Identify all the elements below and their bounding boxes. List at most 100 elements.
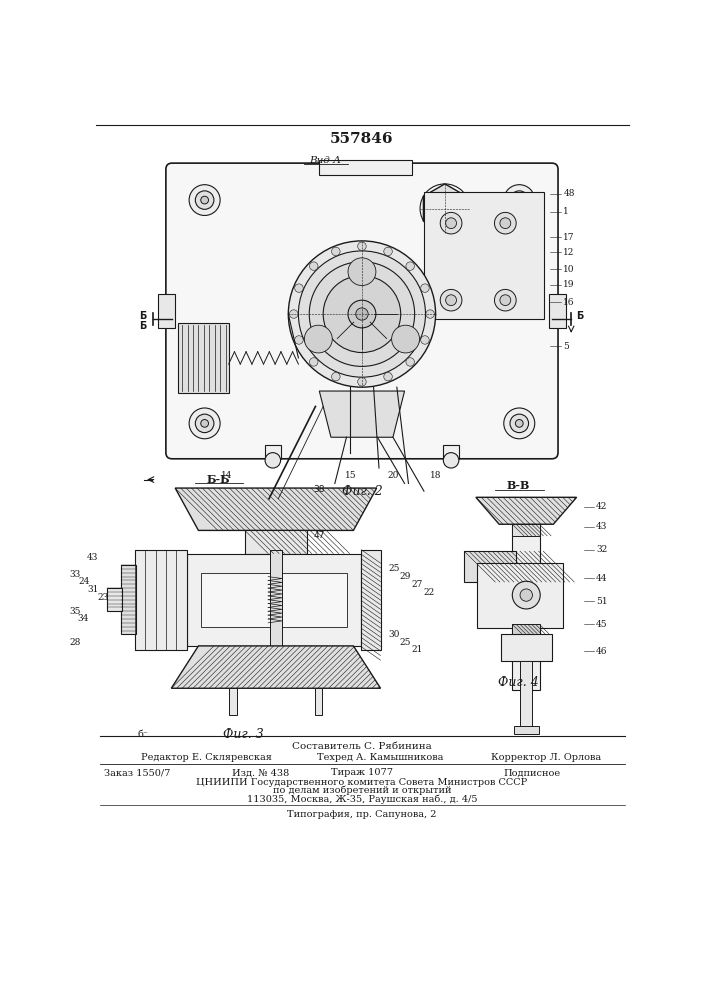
Text: 24: 24: [78, 578, 90, 586]
Text: Корректор Л. Орлова: Корректор Л. Орлова: [491, 753, 602, 762]
Text: 10: 10: [563, 265, 575, 274]
Polygon shape: [423, 184, 467, 233]
Circle shape: [504, 185, 534, 215]
Bar: [520, 661, 532, 734]
Bar: [187, 554, 361, 646]
Bar: [513, 624, 540, 634]
Circle shape: [348, 258, 376, 286]
Circle shape: [201, 196, 209, 204]
Text: по делам изобретений и открытий: по делам изобретений и открытий: [273, 786, 451, 795]
Text: Вид А: Вид А: [309, 156, 341, 165]
Text: 18: 18: [430, 471, 441, 480]
Text: 20: 20: [387, 471, 399, 480]
Circle shape: [494, 212, 516, 234]
Text: Составитель С. Рябинина: Составитель С. Рябинина: [292, 742, 432, 751]
Text: 28: 28: [69, 638, 81, 647]
Bar: [501, 634, 552, 661]
Circle shape: [295, 336, 303, 344]
Text: 557846: 557846: [330, 132, 394, 146]
Circle shape: [443, 453, 459, 468]
Circle shape: [431, 195, 459, 222]
Bar: [270, 550, 282, 654]
Circle shape: [426, 310, 434, 318]
Circle shape: [406, 358, 414, 366]
Circle shape: [305, 325, 332, 353]
Bar: [315, 688, 322, 715]
Circle shape: [500, 218, 510, 229]
Circle shape: [295, 284, 303, 292]
Bar: [549, 294, 566, 328]
Circle shape: [310, 358, 318, 366]
Circle shape: [358, 378, 366, 386]
Text: ЦНИИПИ Государственного комитета Совета Министров СССР: ЦНИИПИ Государственного комитета Совета …: [197, 778, 527, 787]
Text: 47: 47: [313, 531, 325, 540]
Circle shape: [421, 336, 429, 344]
Circle shape: [510, 191, 529, 209]
Bar: [158, 294, 175, 328]
Circle shape: [265, 453, 281, 468]
Bar: [513, 524, 540, 536]
Circle shape: [500, 295, 510, 306]
Circle shape: [356, 308, 368, 320]
Circle shape: [289, 310, 298, 318]
Bar: [230, 688, 237, 715]
Circle shape: [358, 242, 366, 251]
Circle shape: [445, 218, 457, 229]
Text: Подписное: Подписное: [503, 768, 560, 777]
Bar: [245, 530, 307, 554]
Text: 21: 21: [411, 645, 423, 654]
Text: 48: 48: [563, 189, 575, 198]
Text: Б-Б: Б-Б: [206, 474, 230, 485]
Circle shape: [520, 589, 532, 601]
Circle shape: [421, 284, 429, 292]
Circle shape: [195, 191, 214, 209]
Circle shape: [201, 420, 209, 427]
Text: Заказ 1550/7: Заказ 1550/7: [104, 768, 170, 777]
Circle shape: [288, 241, 436, 387]
Text: 16: 16: [563, 298, 575, 307]
Bar: [514, 726, 539, 734]
Circle shape: [440, 212, 462, 234]
Text: 45: 45: [596, 620, 607, 629]
Text: 38: 38: [313, 485, 325, 494]
Circle shape: [406, 262, 414, 270]
Text: 5: 5: [563, 342, 569, 351]
Circle shape: [310, 262, 318, 270]
Text: 35: 35: [69, 607, 81, 616]
Text: Б: Б: [139, 311, 146, 321]
Bar: [424, 192, 544, 319]
Text: 15: 15: [344, 471, 356, 480]
Circle shape: [504, 408, 534, 439]
Circle shape: [438, 202, 451, 215]
Circle shape: [332, 247, 340, 256]
FancyBboxPatch shape: [166, 163, 558, 459]
Text: 1: 1: [563, 207, 569, 216]
Circle shape: [384, 247, 392, 256]
Text: 22: 22: [423, 588, 434, 597]
Text: 30: 30: [388, 630, 399, 639]
Text: 25: 25: [400, 638, 411, 647]
Bar: [265, 445, 281, 459]
Bar: [178, 323, 228, 393]
Text: 32: 32: [596, 545, 607, 554]
Text: Редактор Е. Скляревская: Редактор Е. Скляревская: [141, 753, 272, 762]
Text: Б: Б: [576, 311, 583, 321]
Text: Изд. № 438: Изд. № 438: [232, 768, 289, 777]
Text: 42: 42: [596, 502, 607, 511]
Bar: [121, 565, 136, 634]
Circle shape: [323, 276, 401, 353]
Text: 43: 43: [596, 522, 607, 531]
Text: 51: 51: [596, 597, 607, 606]
Text: 14: 14: [221, 471, 232, 480]
Bar: [201, 573, 347, 627]
Circle shape: [445, 295, 457, 306]
Text: Фиг. 2: Фиг. 2: [341, 485, 382, 498]
Circle shape: [332, 372, 340, 381]
Polygon shape: [476, 497, 577, 524]
Text: Фиг. 3: Фиг. 3: [223, 728, 264, 741]
Circle shape: [494, 289, 516, 311]
Bar: [107, 588, 122, 611]
Bar: [361, 550, 380, 650]
Text: 34: 34: [77, 614, 88, 623]
Circle shape: [309, 262, 414, 366]
